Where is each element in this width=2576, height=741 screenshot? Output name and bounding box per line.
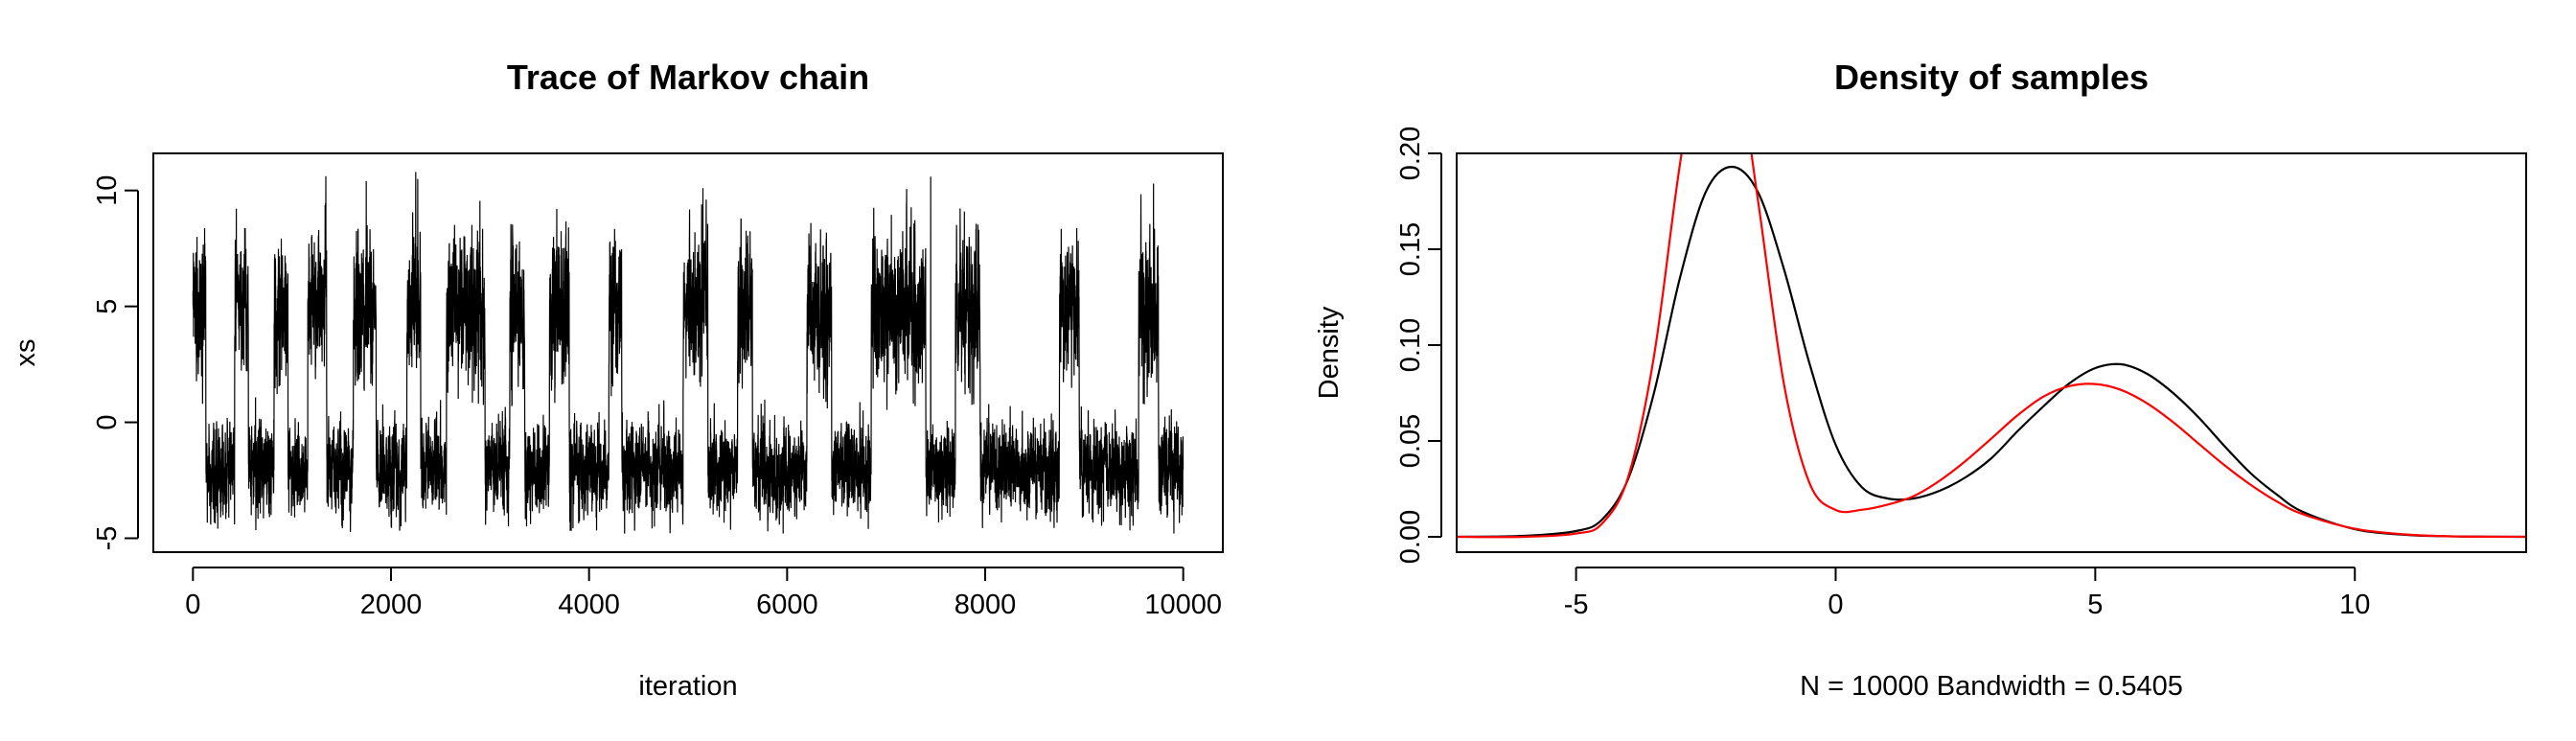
trace-y-tick-label: 5 (92, 299, 123, 314)
density-y-tick-label: 0.05 (1395, 414, 1426, 468)
density-y-tick-label: 0.10 (1395, 318, 1426, 372)
trace-y-tick-label: 0 (92, 414, 123, 429)
trace-title: Trace of Markov chain (507, 58, 869, 97)
trace-y-axis-label: xs (11, 339, 41, 367)
trace-x-tick-label: 2000 (360, 590, 423, 620)
density-panel: Density of samples N = 10000 Bandwidth =… (1314, 58, 2527, 702)
trace-x-axis-label: iteration (638, 671, 737, 702)
trace-panel: Trace of Markov chain iteration xs 0 2000… (11, 58, 1224, 702)
density-x-tick-label: 5 (2087, 590, 2103, 620)
density-x-tick-label: -5 (1564, 590, 1589, 620)
trace-series (192, 172, 1184, 534)
density-x-tick-label: 10 (2339, 590, 2370, 620)
trace-plot-frame (152, 152, 1224, 553)
density-series (1457, 153, 2526, 539)
trace-y-axis: -5 0 5 10 (92, 175, 139, 551)
trace-x-tick-label: 6000 (756, 590, 818, 620)
density-y-tick-label: 0.20 (1395, 127, 1426, 180)
density-theoretical-line (1457, 153, 2526, 539)
trace-x-tick-label: 8000 (954, 590, 1017, 620)
density-x-axis: -5 0 5 10 (1564, 567, 2370, 620)
density-x-axis-label: N = 10000 Bandwidth = 0.5405 (1800, 671, 2183, 702)
trace-series-line (192, 172, 1184, 534)
density-y-axis-label: Density (1314, 306, 1345, 399)
trace-x-tick-label: 4000 (558, 590, 620, 620)
density-x-tick-label: 0 (1828, 590, 1843, 620)
trace-y-tick-label: 10 (92, 175, 123, 206)
trace-x-tick-label: 10000 (1144, 590, 1222, 620)
density-y-tick-label: 0.15 (1395, 222, 1426, 276)
density-title: Density of samples (1834, 58, 2149, 97)
density-estimate-line (1457, 165, 2526, 539)
trace-x-tick-label: 0 (185, 590, 200, 620)
density-y-tick-label: 0.00 (1395, 510, 1426, 564)
density-y-axis: 0.00 0.05 0.10 0.15 0.20 (1395, 127, 1442, 564)
trace-y-tick-label: -5 (92, 526, 123, 551)
density-plot-frame (1456, 152, 2527, 553)
trace-x-axis: 0 2000 4000 6000 8000 10000 (185, 567, 1222, 620)
